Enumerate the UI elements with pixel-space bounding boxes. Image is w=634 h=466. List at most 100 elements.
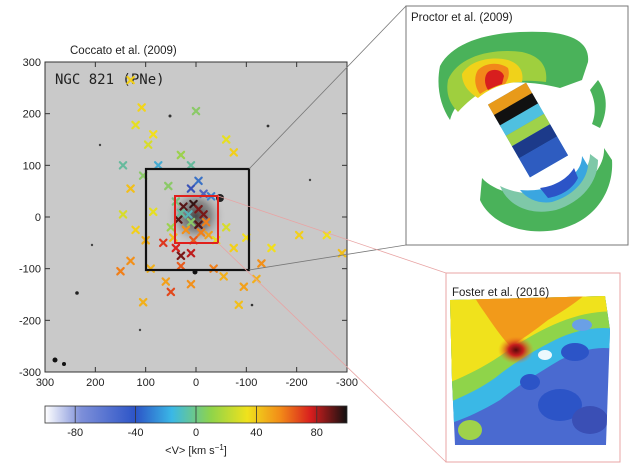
foster-panel: Foster et al. (2016) [445,272,621,463]
pne-point [191,106,201,116]
pne-point [126,256,135,266]
proctor-connector-top [248,5,407,170]
pne-point [161,277,171,286]
pne-point-stroke [204,230,213,240]
proctor-slit-band [487,82,536,121]
galaxy-core-glow [166,186,226,246]
pne-point-stroke [176,150,186,160]
proctor-slit-band [505,113,551,147]
foster-map-layer [470,296,590,346]
pne-point-stroke [126,184,135,193]
pne-point [257,259,266,268]
pne-point-stroke [116,266,125,276]
proctor-field-box [144,167,251,272]
y-tick-label: 300 [23,57,41,69]
pne-point-stroke [181,225,191,235]
x-tick-label: 200 [86,377,104,389]
pne-point [252,274,261,284]
pne-point-stroke [229,243,239,253]
pne-point [143,140,153,149]
pne-point [158,238,168,248]
pne-point-stroke [294,230,304,240]
pne-point [176,261,186,271]
pne-point [229,243,239,253]
pne-point [186,217,196,227]
foster-connector-bottom [217,242,447,463]
star [250,303,254,307]
pne-point [148,207,158,217]
proctor-right-arc [590,80,606,128]
object-label: NGC 821 (PNe) [55,72,165,88]
pne-point-stroke [176,251,186,261]
pne-point-stroke [174,215,183,224]
proctor-bottom-arc [500,154,598,212]
y-tick-label: 200 [23,109,41,121]
pne-point-stroke [164,181,173,191]
pne-point [116,266,125,276]
x-tick-label: 300 [36,377,54,389]
x-tick-label: 100 [136,377,154,389]
y-tick-label: -200 [19,315,41,327]
pne-point [186,279,196,289]
pne-point-stroke [186,184,196,193]
pne-point [118,210,128,219]
proctor-slit [487,82,569,178]
pne-point-stroke [194,204,203,214]
pne-point-stroke [179,202,188,211]
pne-point-stroke [161,277,171,286]
pne-point-stroke [138,297,148,307]
pne-point-stroke [171,243,181,253]
foster-title: Foster et al. (2016) [452,287,549,299]
pne-point [126,184,135,193]
pne-point-stroke [118,210,128,219]
y-axis: 300 200 100 0 -100 -200 -300 [19,57,347,379]
star [52,357,58,363]
colorbar-tick-label: -80 [67,427,83,439]
foster-blob [538,389,582,421]
proctor-title: Proctor et al. (2009) [411,12,513,24]
pne-point [194,220,203,230]
pne-point [186,161,196,170]
pne-point-stroke [118,161,128,170]
proctor-top-arc [485,69,504,90]
pne-point [166,223,176,232]
proctor-slit-band [518,136,569,178]
pne-point [138,297,148,307]
proctor-panel: Proctor et al. (2009) [405,5,629,246]
pne-point-stroke [148,207,158,217]
pne-point-stroke [186,217,196,227]
pne-point-stroke [158,238,168,248]
pne-point-stroke [131,120,140,130]
colorbar-tick-label: -40 [128,427,144,439]
star [168,114,172,118]
pne-point-stroke [186,248,196,258]
pne-point [176,150,186,160]
pne-point-stroke [221,135,231,144]
pne-point-stroke [257,259,266,268]
pne-point [221,223,231,232]
pne-point-stroke [191,106,201,116]
pne-point [234,300,244,310]
pne-point-stroke [166,287,176,297]
pne-point [229,148,239,157]
pne-point-stroke [194,176,203,186]
pne-point-stroke [131,225,140,235]
x-tick-label: 0 [193,377,199,389]
pne-point [171,243,181,253]
proctor-bottom-arc [480,148,613,232]
foster-field-box [174,195,219,244]
star [266,124,270,128]
pne-point-stroke [229,148,239,157]
pne-point [199,210,208,219]
pne-point [164,181,173,191]
pne-point-stroke [143,140,153,149]
colorbar-tick-label: 0 [193,427,199,439]
pne-point [239,282,249,292]
proctor-bottom-arc [520,156,588,203]
pne-point-stroke [239,282,249,292]
y-tick-label: -100 [19,264,41,276]
star [75,291,79,295]
proctor-slit-band [499,103,545,136]
pne-point [294,230,304,240]
